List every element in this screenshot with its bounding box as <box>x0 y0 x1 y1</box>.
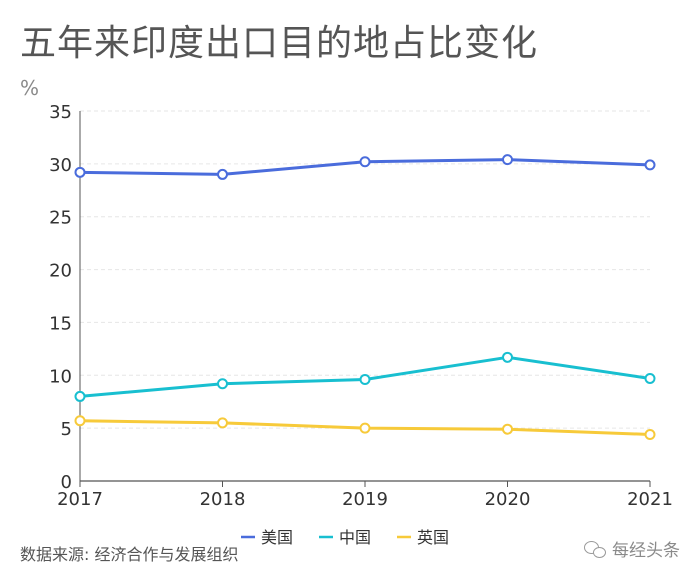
data-point-china <box>74 390 86 402</box>
y-tick-label: 20 <box>49 261 72 282</box>
legend-label-usa: 美国 <box>261 528 293 547</box>
axis-layer: 0 5 10 15 20 25 30 35 2017 2018 2019 2020 2021 <box>49 102 673 510</box>
data-point-uk <box>644 428 656 440</box>
y-tick-label: 10 <box>49 366 72 387</box>
legend-label-uk: 英国 <box>417 528 449 547</box>
data-point-uk <box>217 417 228 429</box>
wechat-icon <box>584 540 606 558</box>
watermark-text: 每经头条 <box>612 541 680 561</box>
data-point-usa <box>359 156 371 168</box>
y-tick-label: 5 <box>61 419 72 440</box>
chart-title: 五年来印度出口目的地占比变化 <box>20 23 539 64</box>
y-tick-label: 35 <box>49 102 72 123</box>
legend-label-china: 中国 <box>339 528 371 547</box>
data-point-china <box>217 378 228 390</box>
x-tick-label: 2021 <box>627 489 673 510</box>
data-point-china <box>644 372 656 384</box>
data-point-china <box>359 374 371 386</box>
x-tick-label: 2019 <box>342 489 388 510</box>
x-tick-label: 2017 <box>57 489 103 510</box>
y-tick-label: 15 <box>49 313 72 334</box>
grid-layer <box>80 110 650 429</box>
data-point-uk <box>502 423 513 435</box>
data-point-usa <box>502 154 513 166</box>
data-point-usa <box>74 166 86 178</box>
series-layer <box>74 154 656 440</box>
data-point-china <box>502 351 513 363</box>
y-tick-label: 30 <box>49 155 72 176</box>
data-point-usa <box>644 159 656 171</box>
data-point-uk <box>359 422 371 434</box>
legend: 美国 中国 英国 <box>241 528 449 547</box>
data-point-uk <box>74 415 86 427</box>
watermark: 每经头条 <box>584 536 680 561</box>
data-source-note: 数据来源: 经济合作与发展组织 <box>20 545 239 564</box>
data-point-usa <box>217 168 228 180</box>
x-tick-label: 2018 <box>200 489 246 510</box>
x-tick-label: 2020 <box>485 489 531 510</box>
y-tick-label: 25 <box>49 208 72 229</box>
y-axis-unit: % <box>20 76 40 100</box>
y-tick-label: 0 <box>61 472 72 493</box>
